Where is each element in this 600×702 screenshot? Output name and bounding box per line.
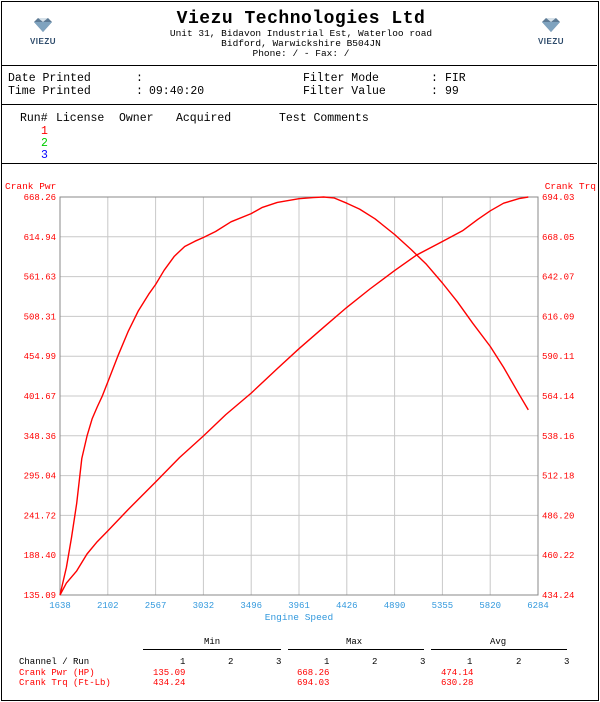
stats-trq-max: 694.03: [297, 678, 330, 688]
y-tick-label-left: 135.09: [24, 591, 56, 601]
stats-pwr-avg: 474.14: [441, 668, 474, 678]
y-tick-label-right: 642.07: [542, 273, 574, 283]
stats-trq-avg: 630.28: [441, 678, 474, 688]
y-tick-label-left: 561.63: [24, 273, 56, 283]
y-tick-label-left: 454.99: [24, 352, 56, 362]
y-tick-label-right: 486.20: [542, 511, 574, 521]
y-tick-label-right: 616.09: [542, 312, 574, 322]
y-tick-label-left: 348.36: [24, 432, 56, 442]
stats-run-1: 1: [324, 657, 330, 667]
contact-line: Phone: / - Fax: /: [252, 48, 350, 59]
y-axis-label-right: Crank Trq: [545, 181, 596, 192]
x-axis-label: Engine Speed: [265, 612, 333, 623]
y-tick-label-right: 512.18: [542, 472, 574, 482]
test-comments-header: Test Comments: [279, 112, 369, 125]
logo-text: VIEZU: [537, 37, 565, 46]
x-tick-label: 4426: [336, 601, 358, 611]
filter-mode-label: Filter Mode: [303, 72, 379, 85]
company-name: Viezu Technologies Ltd: [176, 9, 426, 29]
stats-header-max: Max: [346, 637, 363, 647]
stats-header-avg: Avg: [490, 637, 507, 647]
stats-run-3: 3: [564, 657, 570, 667]
filter-value-label: Filter Value: [303, 85, 386, 98]
address-line-2: Bidford, Warwickshire B504JN: [221, 38, 381, 49]
y-tick-label-left: 668.26: [24, 193, 56, 203]
run-item-3: 3: [41, 149, 48, 162]
run-item-1: 1: [41, 125, 48, 138]
x-tick-label: 1638: [49, 601, 71, 611]
x-tick-label: 2567: [145, 601, 167, 611]
y-tick-label-right: 590.11: [542, 352, 574, 362]
date-printed-label: Date Printed: [8, 72, 91, 85]
plot-border: [59, 196, 539, 596]
stats-run-2: 2: [372, 657, 378, 667]
x-tick-label: 4890: [384, 601, 406, 611]
diamond-logo-icon: [34, 18, 52, 32]
stats-trq-label: Crank Trq (Ft-Lb): [19, 678, 111, 688]
stats-run-1: 1: [180, 657, 186, 667]
x-tick-label: 2102: [97, 601, 119, 611]
x-tick-label: 6284: [527, 601, 549, 611]
x-tick-label: 3496: [240, 601, 262, 611]
time-printed-label: Time Printed: [8, 85, 91, 98]
filter-value-value: 99: [445, 85, 459, 98]
y-tick-label-left: 508.31: [24, 312, 56, 322]
x-tick-label: 3032: [193, 601, 215, 611]
company-logo-right: VIEZU: [531, 17, 571, 51]
stats-row-header: Channel / Run: [19, 657, 90, 667]
y-tick-label-left: 241.72: [24, 511, 56, 521]
stats-pwr-label: Crank Pwr (HP): [19, 668, 95, 678]
y-tick-label-right: 434.24: [542, 591, 574, 601]
stats-header-min: Min: [204, 637, 221, 647]
x-tick-label: 5355: [432, 601, 454, 611]
stats-run-2: 2: [228, 657, 234, 667]
print-info: Date Printed : Time Printed : 09:40:20 F…: [1, 66, 597, 105]
x-tick-label: 5820: [479, 601, 501, 611]
stats-divider-min: [143, 649, 281, 650]
y-tick-label-right: 460.22: [542, 551, 574, 561]
run-item-2: 2: [41, 137, 48, 150]
x-tick-label: 3961: [288, 601, 310, 611]
stats-run-3: 3: [420, 657, 426, 667]
run-list: Run# License Owner Acquired Test Comment…: [1, 105, 597, 164]
license-header: License: [56, 112, 105, 125]
stats-pwr-max: 668.26: [297, 668, 330, 678]
stats-run-3: 3: [276, 657, 282, 667]
logo-text: VIEZU: [29, 37, 57, 46]
y-tick-label-left: 188.40: [24, 551, 56, 561]
stats-table: Min Max Avg Channel / Run 1 2 3 1 2 3 1 …: [0, 630, 600, 700]
report-header: VIEZU VIEZU Viezu Technologies Ltd Unit …: [1, 1, 597, 66]
y-tick-label-right: 564.14: [542, 392, 574, 402]
y-tick-label-left: 401.67: [24, 392, 56, 402]
diamond-logo-icon: [542, 18, 560, 32]
y-tick-label-left: 614.94: [24, 233, 56, 243]
y-tick-label-right: 538.16: [542, 432, 574, 442]
stats-pwr-min: 135.09: [153, 668, 186, 678]
owner-header: Owner: [119, 112, 154, 125]
run-num-header: Run#: [20, 112, 48, 125]
crank-power-line: [59, 196, 529, 596]
filter-mode-value: FIR: [445, 72, 466, 85]
company-logo-left: VIEZU: [23, 17, 63, 51]
time-printed-value: 09:40:20: [149, 85, 205, 98]
stats-run-2: 2: [516, 657, 522, 667]
acquired-header: Acquired: [176, 112, 232, 125]
dyno-chart: 1638 2102 2567 3032 3496 3961 4426 4890 5355 5820…: [5, 181, 596, 623]
stats-divider-max: [288, 649, 424, 650]
stats-trq-min: 434.24: [153, 678, 186, 688]
y-tick-label-left: 295.04: [24, 472, 56, 482]
address-line-1: Unit 31, Bidavon Industrial Est, Waterlo…: [169, 28, 433, 39]
y-tick-label-right: 694.03: [542, 193, 574, 203]
y-axis-label-left: Crank Pwr: [5, 181, 56, 192]
stats-run-1: 1: [467, 657, 473, 667]
stats-divider-avg: [431, 649, 567, 650]
crank-torque-line: [59, 196, 529, 596]
y-tick-label-right: 668.05: [542, 233, 574, 243]
